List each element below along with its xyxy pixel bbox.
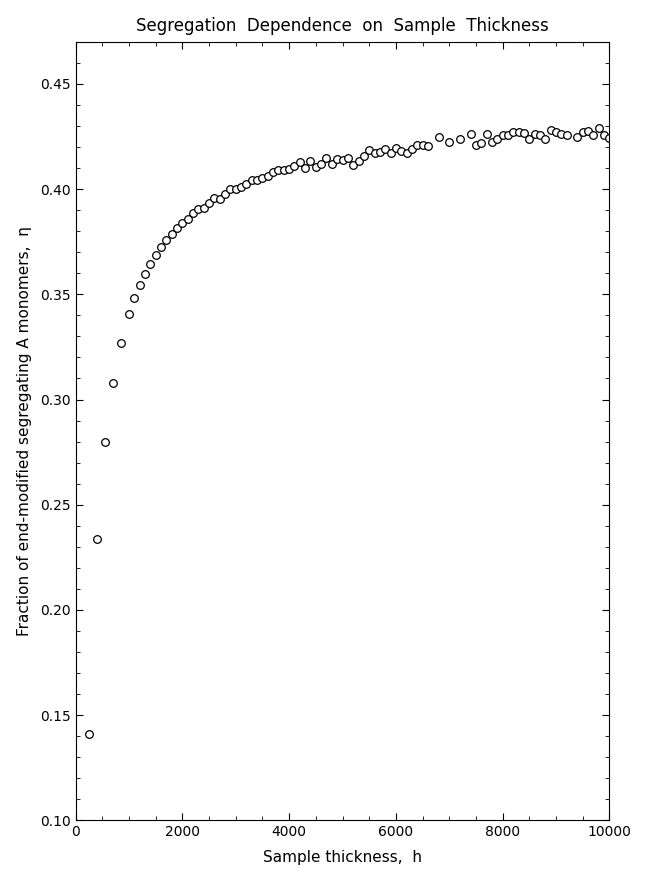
Title: Segregation  Dependence  on  Sample  Thickness: Segregation Dependence on Sample Thickne… <box>136 17 549 34</box>
Y-axis label: Fraction of end-modified segregating A monomers,  η: Fraction of end-modified segregating A m… <box>17 226 32 636</box>
X-axis label: Sample thickness,  h: Sample thickness, h <box>263 850 422 865</box>
